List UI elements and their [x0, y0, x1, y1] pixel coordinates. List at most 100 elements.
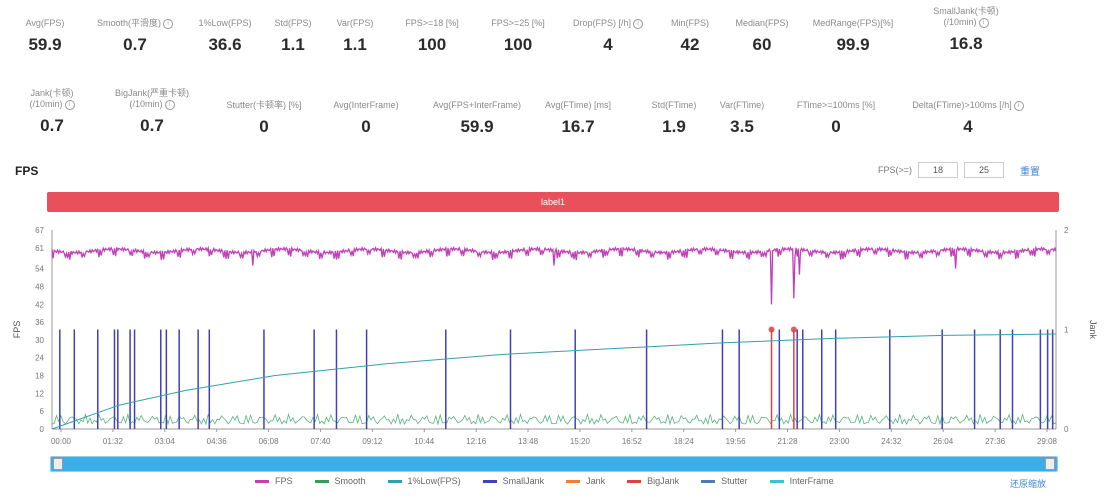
legend-label: Smooth [334, 476, 366, 486]
y-tick-label: 54 [35, 265, 44, 274]
stat-label: Avg(FTime) [ms] [544, 100, 611, 110]
stat-2: Stutter(卡顿率) [%] 0 [204, 100, 324, 137]
legend-swatch [769, 479, 784, 483]
stat-label: Avg(InterFrame) [333, 100, 399, 110]
stat-3: Avg(InterFrame) 0 [306, 100, 426, 137]
legend-swatch [566, 479, 581, 483]
stat-label: Std(FPS) [274, 18, 312, 28]
fps-threshold-high-input[interactable] [964, 162, 1005, 178]
stat-11: SmallJank(卡顿) (/10min) i 16.8 [906, 6, 1026, 54]
stat-value: 0 [831, 117, 841, 136]
y-tick-label: 12 [35, 389, 44, 398]
fps-filter: FPS(>=) 重置 [878, 162, 1040, 178]
slider-left-handle[interactable] [53, 458, 63, 470]
legend-item[interactable]: BigJank [627, 476, 679, 486]
y-tick-label: 61 [35, 244, 44, 253]
fps-series-line [51, 245, 1057, 305]
stat-label: FPS>=18 [%] [405, 18, 459, 28]
stat-label: Stutter(卡顿率) [%] [226, 100, 302, 110]
x-tick-label: 23:00 [829, 437, 850, 446]
info-icon[interactable]: i [64, 99, 75, 110]
reset-zoom-button[interactable]: 还原缩放 [1010, 479, 1047, 489]
slider-right-handle[interactable] [1045, 458, 1055, 470]
stat-9: Delta(FTime)>100ms [/h] i 4 [908, 100, 1028, 137]
info-icon[interactable]: i [163, 18, 173, 29]
legend-item[interactable]: Smooth [314, 476, 366, 486]
stat-10: MedRange(FPS)[%] 99.9 [793, 18, 913, 55]
x-tick-label: 10:44 [414, 437, 435, 446]
y-tick-label: 48 [35, 282, 44, 291]
info-icon[interactable]: i [1013, 100, 1024, 111]
stat-value: 100 [417, 35, 447, 54]
stat-1: BigJank(严重卡顿) (/10min) i 0.7 [92, 88, 212, 136]
x-tick-label: 26:04 [933, 437, 954, 446]
stat-value: 60 [752, 35, 772, 54]
stat-4: Avg(FPS+InterFrame) 59.9 [417, 100, 537, 137]
stat-label: Min(FPS) [671, 18, 709, 28]
y2-tick-label: 1 [1064, 326, 1069, 335]
stat-label: Avg(FPS+InterFrame) [432, 100, 522, 110]
bigjank-marker [790, 326, 797, 333]
stat-value: 4 [603, 35, 613, 54]
y-tick-label: 18 [35, 372, 44, 381]
x-tick-label: 29:08 [1037, 437, 1058, 446]
stat-label: MedRange(FPS)[%] [812, 18, 894, 28]
legend-label: Stutter [721, 476, 748, 486]
x-tick-label: 15:20 [570, 437, 591, 446]
stat-label: 1%Low(FPS) [198, 18, 252, 28]
y2-axis-label: Jank [1088, 320, 1098, 340]
info-icon[interactable]: i [633, 18, 643, 29]
info-icon[interactable]: i [978, 17, 989, 28]
stat-value: 1.9 [662, 117, 686, 136]
stat-value: 1.1 [343, 35, 367, 54]
legend-label: SmallJank [502, 476, 545, 486]
fps-threshold-low-input[interactable] [918, 162, 959, 178]
stat-1: Smooth(平滑度) i 0.7 [75, 18, 195, 55]
low1-series-line [51, 333, 1057, 430]
legend-item[interactable]: Jank [566, 476, 605, 486]
legend-item[interactable]: SmallJank [482, 476, 545, 486]
stat-label: Drop(FPS) [/h] i [548, 18, 668, 29]
x-tick-label: 01:32 [103, 437, 124, 446]
smooth-series-line [51, 412, 1057, 426]
stat-label: Smooth(平滑度) i [75, 18, 195, 29]
stat-value: 0 [361, 117, 371, 136]
stat-value: 3.5 [730, 117, 754, 136]
time-range-slider[interactable] [50, 456, 1058, 472]
stat-value: 4 [963, 117, 973, 136]
stat-label: SmallJank(卡顿) [933, 6, 999, 16]
x-tick-label: 12:16 [466, 437, 487, 446]
stat-3: Std(FPS) 1.1 [233, 18, 353, 55]
legend-label: InterFrame [789, 476, 834, 486]
label-band[interactable]: label1 [47, 192, 1059, 212]
x-tick-label: 07:40 [310, 437, 331, 446]
x-tick-label: 16:52 [622, 437, 643, 446]
legend-item[interactable]: 1%Low(FPS) [387, 476, 461, 486]
stat-5: FPS>=18 [%] 100 [372, 18, 492, 55]
info-icon[interactable]: i [164, 99, 175, 110]
legend-label: 1%Low(FPS) [407, 476, 461, 486]
stat-value: 99.9 [836, 35, 870, 54]
legend-swatch [314, 479, 329, 483]
x-tick-label: 06:08 [259, 437, 280, 446]
stat-value: 0 [259, 117, 269, 136]
stat-label-unit: (/10min) i [92, 99, 212, 110]
stat-5: Avg(FTime) [ms] 16.7 [518, 100, 638, 137]
legend-item[interactable]: InterFrame [769, 476, 834, 486]
legend-item[interactable]: FPS [255, 476, 293, 486]
legend-swatch [701, 479, 716, 483]
legend-item[interactable]: Stutter [701, 476, 748, 486]
x-tick-label: 03:04 [155, 437, 176, 446]
stat-label: Std(FTime) [651, 100, 697, 110]
stat-value: 36.6 [208, 35, 242, 54]
stat-label: FTime>=100ms [%] [796, 100, 876, 110]
stat-9: Median(FPS) 60 [702, 18, 822, 55]
reset-button[interactable]: 重置 [1020, 166, 1041, 178]
stat-label: Avg(FPS) [25, 18, 65, 28]
legend-label: Jank [586, 476, 606, 486]
stat-label: FPS>=25 [%] [491, 18, 545, 28]
stat-label: Jank(卡顿) [30, 88, 74, 98]
stat-7: Drop(FPS) [/h] i 4 [548, 18, 668, 55]
stat-value: 0.7 [40, 116, 64, 135]
x-tick-label: 18:24 [674, 437, 695, 446]
